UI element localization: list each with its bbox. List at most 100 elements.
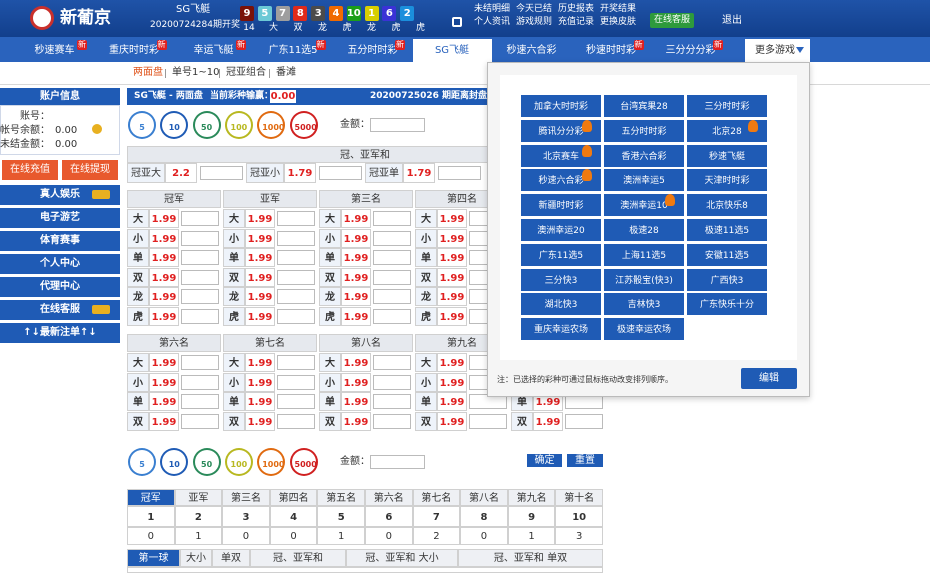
header-link[interactable]: 开奖结果 [600, 4, 637, 14]
chip[interactable]: 1000 [259, 113, 284, 137]
header-link[interactable]: 个人资讯 [474, 17, 511, 27]
game-button[interactable]: 极速28 [603, 218, 685, 242]
sidebar-menu-item[interactable]: 代理中心 [0, 277, 120, 297]
chip[interactable]: 5000 [291, 113, 317, 137]
more-games[interactable]: 更多游戏 [745, 39, 810, 62]
odds-input[interactable] [181, 269, 219, 285]
deposit-button[interactable]: 在线充值 [2, 160, 58, 180]
logout-link[interactable]: 退出 [722, 15, 742, 26]
odds-input[interactable] [277, 355, 315, 370]
bottom-tab[interactable]: 第一球 [127, 549, 180, 567]
chip[interactable]: 50 [194, 113, 219, 137]
nav-tab[interactable]: SG飞艇 [434, 45, 470, 56]
odds-input[interactable] [277, 413, 315, 429]
chip[interactable]: 10 [162, 450, 187, 474]
sidebar-menu-item[interactable]: 电子游艺 [0, 208, 120, 228]
odds-input[interactable] [373, 413, 411, 429]
odds-input[interactable] [373, 355, 411, 370]
odds-input[interactable] [181, 250, 219, 265]
game-button[interactable]: 安徽11选5 [686, 242, 768, 267]
service-button[interactable]: 在线客服 [650, 13, 694, 28]
odds-input[interactable] [277, 269, 315, 285]
game-button[interactable]: 湖北快3 [520, 292, 602, 317]
header-link[interactable]: 历史报表 [558, 4, 595, 14]
game-button[interactable]: 新疆时时彩 [520, 193, 602, 218]
chip[interactable]: 100 [226, 450, 251, 474]
amount-input[interactable] [370, 455, 425, 469]
nav-tab[interactable]: 秒速赛车 [34, 45, 75, 56]
nav-tab[interactable]: 幸运飞艇 [193, 45, 234, 56]
sidebar-menu-item[interactable]: 个人中心 [0, 254, 120, 274]
result-header[interactable]: 第三名 [222, 489, 270, 506]
odds-input[interactable] [181, 230, 219, 246]
bottom-tab[interactable]: 冠、亚军和 单双 [458, 549, 603, 567]
game-button[interactable]: 三分快3 [520, 267, 602, 292]
odds-input[interactable] [181, 413, 219, 429]
chip[interactable]: 5 [130, 450, 154, 474]
bottom-tab[interactable]: 单双 [212, 549, 250, 567]
odds-input[interactable] [181, 374, 219, 390]
bottom-tab[interactable]: 大小 [180, 549, 212, 567]
game-button[interactable]: 极速11选5 [686, 218, 768, 242]
game-button[interactable]: 广西快3 [686, 267, 768, 292]
odds-input[interactable] [181, 289, 219, 304]
result-header[interactable]: 第四名 [269, 489, 318, 506]
game-button[interactable]: 五分时时彩 [603, 118, 685, 143]
odds-input[interactable] [277, 374, 315, 390]
game-button[interactable]: 香港六合彩 [603, 143, 685, 168]
header-link[interactable]: 更换皮肤 [600, 17, 637, 27]
odds-input[interactable] [373, 394, 411, 409]
nav-tab[interactable]: 重庆时时彩 [109, 45, 159, 56]
game-button[interactable]: 天津时时彩 [686, 168, 768, 193]
odds-input[interactable] [181, 211, 219, 226]
game-button[interactable]: 澳洲幸运20 [520, 218, 602, 242]
sub-nav-item[interactable]: 番滩 [276, 67, 296, 78]
result-header[interactable]: 第八名 [460, 489, 508, 506]
reset-button[interactable]: 重置 [567, 454, 603, 467]
odds-input[interactable] [277, 289, 315, 304]
odds-input[interactable] [373, 250, 411, 265]
result-header[interactable]: 冠军 [127, 489, 175, 506]
chip[interactable]: 100 [226, 113, 251, 137]
odds-input[interactable] [373, 374, 411, 390]
game-button[interactable]: 吉林快3 [603, 292, 685, 317]
sum-input[interactable] [438, 166, 481, 180]
nav-tab[interactable]: 广东11选5 [268, 45, 318, 56]
nav-tab[interactable]: 秒速时时彩 [586, 45, 636, 56]
sum-input[interactable] [319, 166, 362, 180]
header-link[interactable]: 未结明细 [474, 4, 511, 14]
result-header[interactable]: 第十名 [555, 489, 603, 506]
game-button[interactable]: 极速幸运农场 [603, 317, 685, 342]
chip[interactable]: 5000 [291, 450, 317, 474]
sidebar-menu-item[interactable]: ↑↓最新注单↑↓ [0, 323, 120, 343]
odds-input[interactable] [469, 413, 507, 429]
odds-input[interactable] [373, 308, 411, 324]
game-button[interactable]: 上海11选5 [603, 242, 685, 267]
nav-tab[interactable]: 秒速六合彩 [506, 45, 557, 56]
sidebar-menu-item[interactable]: 在线客服 [0, 300, 120, 320]
game-button[interactable]: 澳洲幸运5 [603, 168, 685, 193]
result-header[interactable]: 第五名 [317, 489, 365, 506]
game-button[interactable]: 北京快乐8 [686, 193, 768, 218]
result-header[interactable]: 亚军 [174, 489, 223, 506]
sidebar-menu-item[interactable]: 体育赛事 [0, 231, 120, 251]
header-link[interactable]: 游戏规则 [516, 17, 553, 27]
odds-input[interactable] [277, 394, 315, 409]
chip[interactable]: 5 [130, 113, 154, 137]
withdraw-button[interactable]: 在线提现 [62, 160, 118, 180]
nav-tab[interactable]: 五分时时彩 [347, 45, 398, 56]
chip[interactable]: 1000 [259, 450, 284, 474]
sub-nav-item[interactable]: 单号1~10 [172, 67, 220, 78]
odds-input[interactable] [373, 269, 411, 285]
game-button[interactable]: 秒速飞艇 [686, 143, 768, 168]
odds-input[interactable] [565, 413, 603, 429]
nav-tab[interactable]: 三分分分彩 [665, 45, 716, 56]
game-button[interactable]: 加拿大时时彩 [520, 94, 602, 118]
odds-input[interactable] [277, 308, 315, 324]
header-link[interactable]: 充值记录 [558, 17, 595, 27]
odds-input[interactable] [373, 230, 411, 246]
odds-input[interactable] [181, 394, 219, 409]
bottom-tab[interactable]: 冠、亚军和 大小 [346, 549, 458, 567]
chip[interactable]: 10 [162, 113, 187, 137]
confirm-button[interactable]: 确定 [527, 454, 562, 467]
